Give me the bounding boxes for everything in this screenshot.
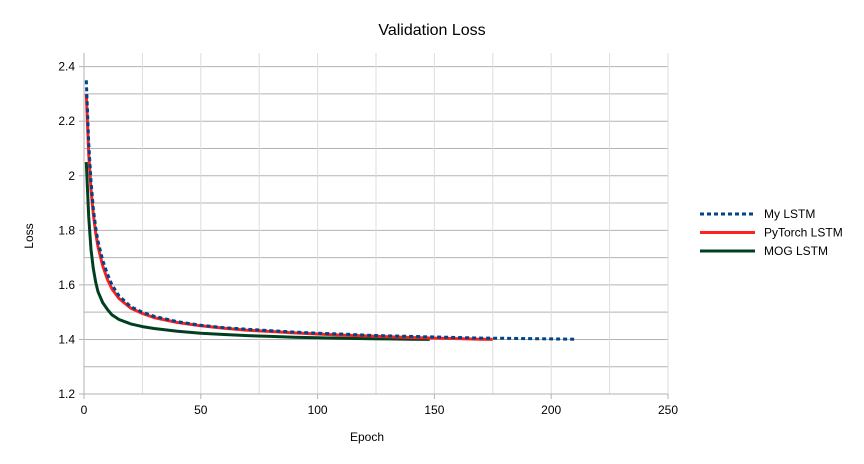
x-tick-label: 150 — [424, 403, 444, 417]
y-tick-label: 1.8 — [58, 223, 75, 237]
grid-lines — [84, 53, 669, 394]
y-tick-label: 2.2 — [58, 114, 75, 128]
tick-labels: 1.2 1.4 1.6 1.8 2 2.2 2.4 0 50 100 150 200 250 — [58, 60, 678, 417]
y-tick-label: 1.6 — [58, 278, 75, 292]
x-axis-title: Epoch — [350, 430, 384, 444]
series-line-pytorch-lstm — [84, 93, 493, 341]
y-tick-label: 2.4 — [58, 60, 75, 74]
x-tick-label: 50 — [194, 403, 208, 417]
series-lines — [84, 80, 575, 341]
chart-title: Validation Loss — [378, 22, 485, 39]
x-tick-label: 250 — [658, 403, 678, 417]
x-tick-label: 100 — [308, 403, 328, 417]
y-tick-label: 1.4 — [58, 332, 75, 346]
series-line-my-lstm — [84, 80, 575, 341]
legend: My LSTM PyTorch LSTM MOG LSTM — [700, 207, 843, 258]
axes — [79, 53, 669, 399]
y-tick-label: 1.2 — [58, 387, 75, 401]
y-axis-title: Loss — [22, 223, 36, 248]
legend-label-pytorch-lstm: PyTorch LSTM — [764, 226, 843, 240]
legend-label-mog-lstm: MOG LSTM — [764, 244, 828, 258]
x-tick-label: 0 — [81, 403, 88, 417]
x-tick-label: 200 — [541, 403, 561, 417]
series-line-mog-lstm — [84, 162, 430, 341]
y-tick-label: 2 — [68, 169, 75, 183]
legend-label-my-lstm: My LSTM — [764, 207, 815, 221]
